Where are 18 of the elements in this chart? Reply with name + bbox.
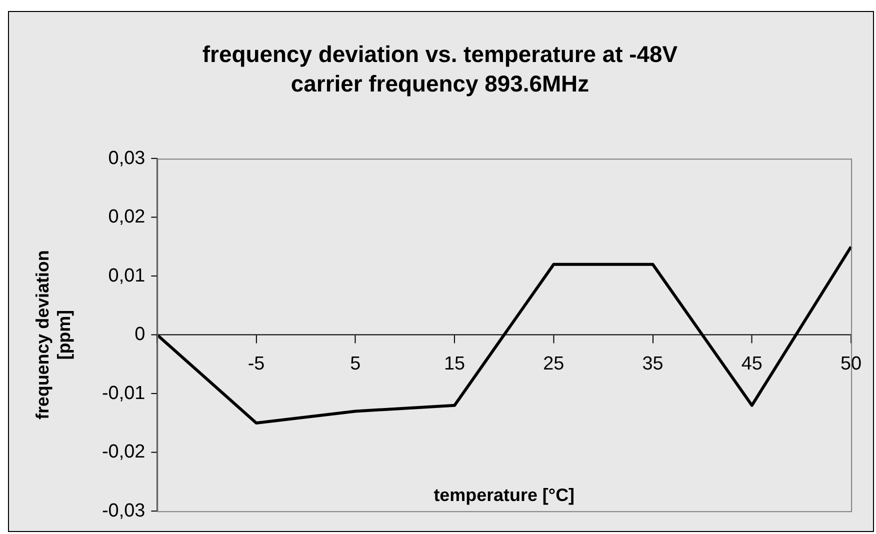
x-tick-label: 15 [444, 353, 466, 374]
y-tick-label: -0,01 [102, 382, 146, 404]
x-tick-label: 25 [543, 353, 564, 374]
y-tick-label: 0,01 [108, 265, 146, 286]
chart-title: frequency deviation vs. temperature at -48V [202, 40, 678, 67]
y-tick-label: 0,03 [108, 148, 146, 169]
x-tick-label: 50 [840, 353, 862, 374]
y-tick-label: -0,03 [102, 500, 146, 522]
x-axis-title: temperature [°C] [434, 484, 575, 505]
y-tick-label: 0 [134, 324, 146, 346]
x-tick-label: 35 [642, 353, 664, 374]
x-tick-label: 5 [350, 353, 361, 374]
x-tick-label: 45 [741, 353, 762, 374]
y-axis-title: frequency deviation [ppm] [32, 250, 74, 420]
y-tick-label: 0,02 [108, 206, 146, 228]
y-tick-label: -0,02 [102, 442, 146, 463]
x-tick-label: -5 [248, 353, 265, 374]
chart-subtitle: carrier frequency 893.6MHz [290, 70, 590, 96]
